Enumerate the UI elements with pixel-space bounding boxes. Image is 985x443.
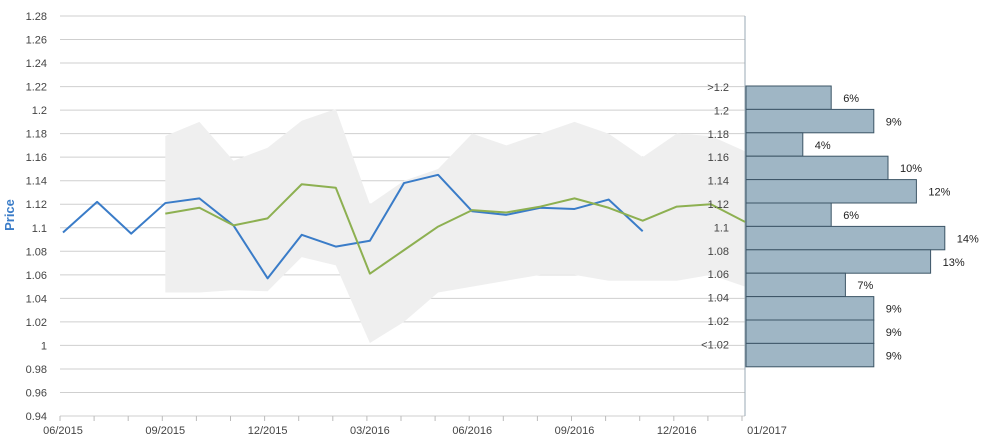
histogram-bin-label: 1.08 xyxy=(708,246,729,258)
histogram-bar xyxy=(745,132,804,157)
y-axis-label: Price xyxy=(2,199,17,231)
y-tick-label: 1.14 xyxy=(26,176,47,188)
histogram-value-label: 9% xyxy=(886,304,902,316)
histogram-value-label: 14% xyxy=(957,233,979,245)
histogram-value-label: 4% xyxy=(815,140,831,152)
y-tick-label: 0.96 xyxy=(26,387,47,399)
y-tick-label: 1.28 xyxy=(26,11,47,23)
histogram-bar xyxy=(745,85,832,110)
x-tick-label: 09/2015 xyxy=(145,425,185,437)
x-tick-label: 06/2015 xyxy=(43,425,83,437)
y-tick-label: 1.24 xyxy=(26,58,47,70)
histogram-bar xyxy=(745,319,875,344)
histogram-bar xyxy=(745,249,932,274)
histogram-value-label: 12% xyxy=(928,187,950,199)
y-tick-label: 1.1 xyxy=(32,223,47,235)
histogram-bin-label: 1.14 xyxy=(708,176,729,188)
histogram-value-label: 9% xyxy=(886,327,902,339)
y-tick-label: 1.12 xyxy=(26,199,47,211)
y-tick-label: 1.02 xyxy=(26,317,47,329)
y-tick-label: 1.08 xyxy=(26,246,47,258)
histogram-bin-label: 1.18 xyxy=(708,129,729,141)
y-tick-label: 1.16 xyxy=(26,152,47,164)
y-tick-label: 1.06 xyxy=(26,270,47,282)
histogram-bin-label: 1.04 xyxy=(708,293,729,305)
histogram-bin-label: 1.02 xyxy=(708,316,729,328)
histogram-bin-label: >1.2 xyxy=(707,82,729,94)
y-tick-label: 0.98 xyxy=(26,364,47,376)
series-line-2 xyxy=(165,183,746,275)
histogram-value-label: 7% xyxy=(857,280,873,292)
histogram-bar xyxy=(745,202,832,227)
x-tick-label: 12/2015 xyxy=(248,425,288,437)
x-tick-label: 03/2016 xyxy=(350,425,390,437)
x-tick-label: 06/2016 xyxy=(452,425,492,437)
histogram-value-label: 6% xyxy=(843,93,859,105)
y-tick-label: 0.94 xyxy=(26,411,47,423)
histogram-bar xyxy=(745,155,889,181)
histogram-bin-label: 1.12 xyxy=(708,199,729,211)
y-tick-label: 1.04 xyxy=(26,293,47,305)
histogram-bin-label: <1.02 xyxy=(701,339,729,351)
y-tick-label: 1 xyxy=(41,340,47,352)
histogram-value-label: 13% xyxy=(943,257,965,269)
histogram-bar xyxy=(745,342,875,368)
histogram-value-label: 9% xyxy=(886,116,902,128)
histogram-bar xyxy=(745,179,917,204)
histogram-bin-label: 1.06 xyxy=(708,269,729,281)
histogram-value-label: 6% xyxy=(843,210,859,222)
forecast-band xyxy=(165,108,746,344)
y-tick-label: 1.26 xyxy=(26,35,47,47)
series-line-1 xyxy=(62,173,644,280)
y-tick-label: 1.22 xyxy=(26,82,47,94)
x-tick-label: 01/2017 xyxy=(747,425,787,437)
histogram-bin-label: 1.2 xyxy=(714,105,729,117)
y-tick-label: 1.2 xyxy=(32,105,47,117)
histogram-bar xyxy=(745,225,946,251)
distribution-histogram: >1.2 6% 1.2 9% 1.18 4% 1.16 10% 1.14 12% 1.12 6% 1.1… xyxy=(701,82,979,368)
histogram-bar xyxy=(745,108,875,134)
series-lines xyxy=(62,173,746,280)
x-tick-label: 12/2016 xyxy=(657,425,697,437)
y-tick-label: 1.18 xyxy=(26,129,47,141)
histogram-bar xyxy=(745,272,846,298)
histogram-value-label: 10% xyxy=(900,163,922,175)
axes: 0.94 0.96 0.98 1 1.02 1.04 1.06 1.08 1.1 1.12 1.14… xyxy=(26,11,787,437)
forecast-band-area xyxy=(165,108,746,344)
histogram-value-label: 9% xyxy=(886,350,902,362)
histogram-bar xyxy=(745,296,875,321)
histogram-bin-label: 1.16 xyxy=(708,152,729,164)
x-tick-label: 09/2016 xyxy=(555,425,595,437)
histogram-bin-label: 1.1 xyxy=(714,222,729,234)
